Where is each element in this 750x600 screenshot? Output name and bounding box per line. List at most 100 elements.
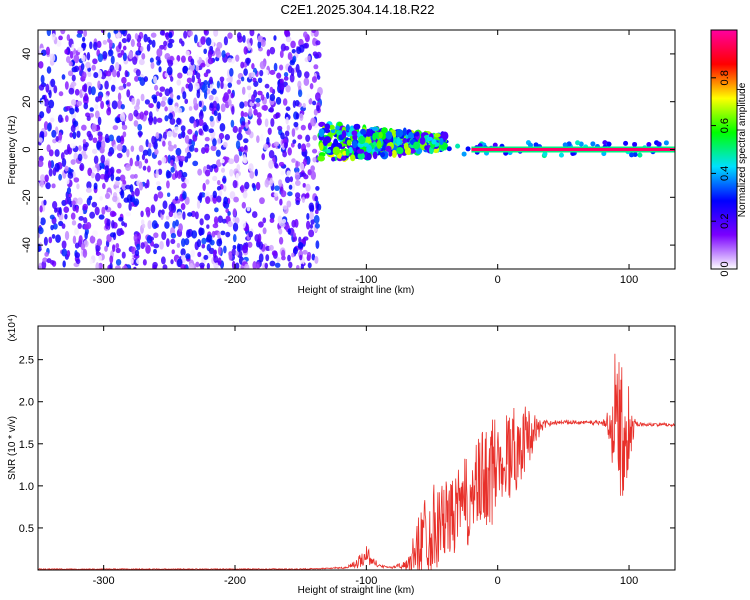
heatmap-cell — [646, 142, 652, 148]
heatmap-cell — [154, 148, 159, 155]
heatmap-cell — [184, 196, 190, 205]
heatmap-cell — [149, 57, 154, 63]
heatmap-cell — [133, 198, 140, 206]
heatmap-cell — [210, 145, 217, 152]
heatmap-cell — [82, 248, 88, 258]
heatmap-cell — [227, 210, 231, 217]
heatmap-cell — [177, 107, 183, 114]
heatmap-cell — [150, 204, 156, 214]
heatmap-cell — [60, 152, 65, 161]
bottom-y-multiplier: (x10⁴) — [7, 314, 18, 341]
heatmap-cell — [98, 254, 103, 262]
x-tick-label: 0 — [495, 575, 501, 587]
snr-series-line — [38, 353, 675, 570]
heatmap-cell — [286, 170, 291, 177]
heatmap-cell — [86, 181, 92, 190]
heatmap-cell — [287, 254, 291, 262]
heatmap-cell — [212, 100, 218, 108]
heatmap-cell — [199, 218, 204, 226]
heatmap-cell — [366, 144, 372, 153]
heatmap-cell — [140, 210, 144, 218]
heatmap-cell — [212, 138, 217, 147]
heatmap-cell — [153, 248, 157, 255]
heatmap-cell — [160, 178, 166, 184]
heatmap-cell — [278, 64, 284, 71]
heatmap-cell — [76, 130, 81, 138]
heatmap-cell — [396, 146, 404, 155]
heatmap-cell — [53, 85, 58, 94]
heatmap-cell — [220, 230, 226, 236]
heatmap-cell — [128, 202, 132, 211]
heatmap-cell — [180, 238, 186, 247]
heatmap-cell — [121, 124, 128, 130]
heatmap-cell — [125, 163, 131, 172]
heatmap-cell — [251, 211, 258, 219]
heatmap-cell — [66, 34, 71, 42]
heatmap-cell — [258, 221, 264, 228]
heatmap-cell — [51, 234, 56, 239]
heatmap-cell — [441, 131, 449, 141]
heatmap-cell — [307, 55, 311, 61]
heatmap-cell — [286, 200, 292, 208]
heatmap-cell — [67, 70, 74, 77]
heatmap-cell — [147, 142, 152, 149]
heatmap-cell — [128, 51, 134, 60]
heatmap-cell — [121, 265, 128, 269]
heatmap-cell — [273, 192, 279, 198]
heatmap-cell — [251, 94, 256, 104]
heatmap-cell — [295, 63, 300, 73]
heatmap-cell — [273, 162, 278, 168]
heatmap-cell — [182, 211, 186, 220]
heatmap-cell — [315, 40, 321, 46]
heatmap-cell — [121, 76, 127, 84]
heatmap-cell — [269, 218, 275, 224]
heatmap-cell — [38, 84, 45, 91]
heatmap-cell — [171, 249, 175, 255]
y-tick-label: -40 — [21, 237, 33, 253]
heatmap-cell — [269, 260, 276, 267]
colorbar-tick-label: 0.2 — [719, 214, 731, 229]
heatmap-cell — [148, 39, 153, 45]
heatmap-cell — [326, 148, 332, 154]
heatmap-cell — [227, 221, 233, 228]
heatmap-cell — [178, 38, 183, 44]
heatmap-cell — [148, 116, 153, 126]
heatmap-cell — [147, 220, 152, 230]
heatmap-cell — [172, 220, 176, 230]
heatmap-cell — [89, 235, 96, 244]
heatmap-cell — [133, 109, 139, 117]
heatmap-cell — [143, 76, 149, 83]
heatmap-cell — [136, 232, 141, 242]
heatmap-cell — [298, 236, 302, 244]
heatmap-cell — [297, 89, 303, 98]
top-y-axis: -40 -20 0 20 40 — [21, 48, 675, 253]
heatmap-cell — [82, 203, 88, 211]
heatmap-cell — [135, 69, 141, 77]
heatmap-cell — [304, 71, 310, 79]
heatmap-cell — [70, 159, 76, 165]
heatmap-cell — [324, 123, 331, 131]
heatmap-cell — [46, 30, 52, 37]
heatmap-cell — [426, 136, 433, 141]
heatmap-cell — [187, 212, 193, 217]
heatmap-cell — [381, 127, 388, 134]
heatmap-cell — [197, 78, 202, 84]
heatmap-cell — [527, 142, 533, 148]
heatmap-cell — [243, 112, 249, 117]
heatmap-cell — [315, 92, 321, 102]
heatmap-cell — [104, 165, 109, 174]
heatmap-cell — [181, 129, 186, 139]
heatmap-cell — [152, 261, 158, 269]
heatmap-cell — [111, 69, 117, 78]
heatmap-cell — [345, 148, 350, 157]
heatmap-cell — [162, 200, 168, 210]
heatmap-cell — [461, 151, 467, 157]
heatmap-cell — [242, 190, 248, 199]
heatmap-cell — [236, 79, 241, 85]
heatmap-cell — [656, 141, 662, 147]
heatmap-cell — [64, 213, 68, 220]
heatmap-cell — [143, 33, 148, 43]
heatmap-cell — [115, 176, 121, 182]
heatmap-cell — [278, 161, 285, 167]
colorbar: 0.0 0.2 0.4 0.6 0.8 Normalized spectral ampl… — [710, 29, 748, 277]
